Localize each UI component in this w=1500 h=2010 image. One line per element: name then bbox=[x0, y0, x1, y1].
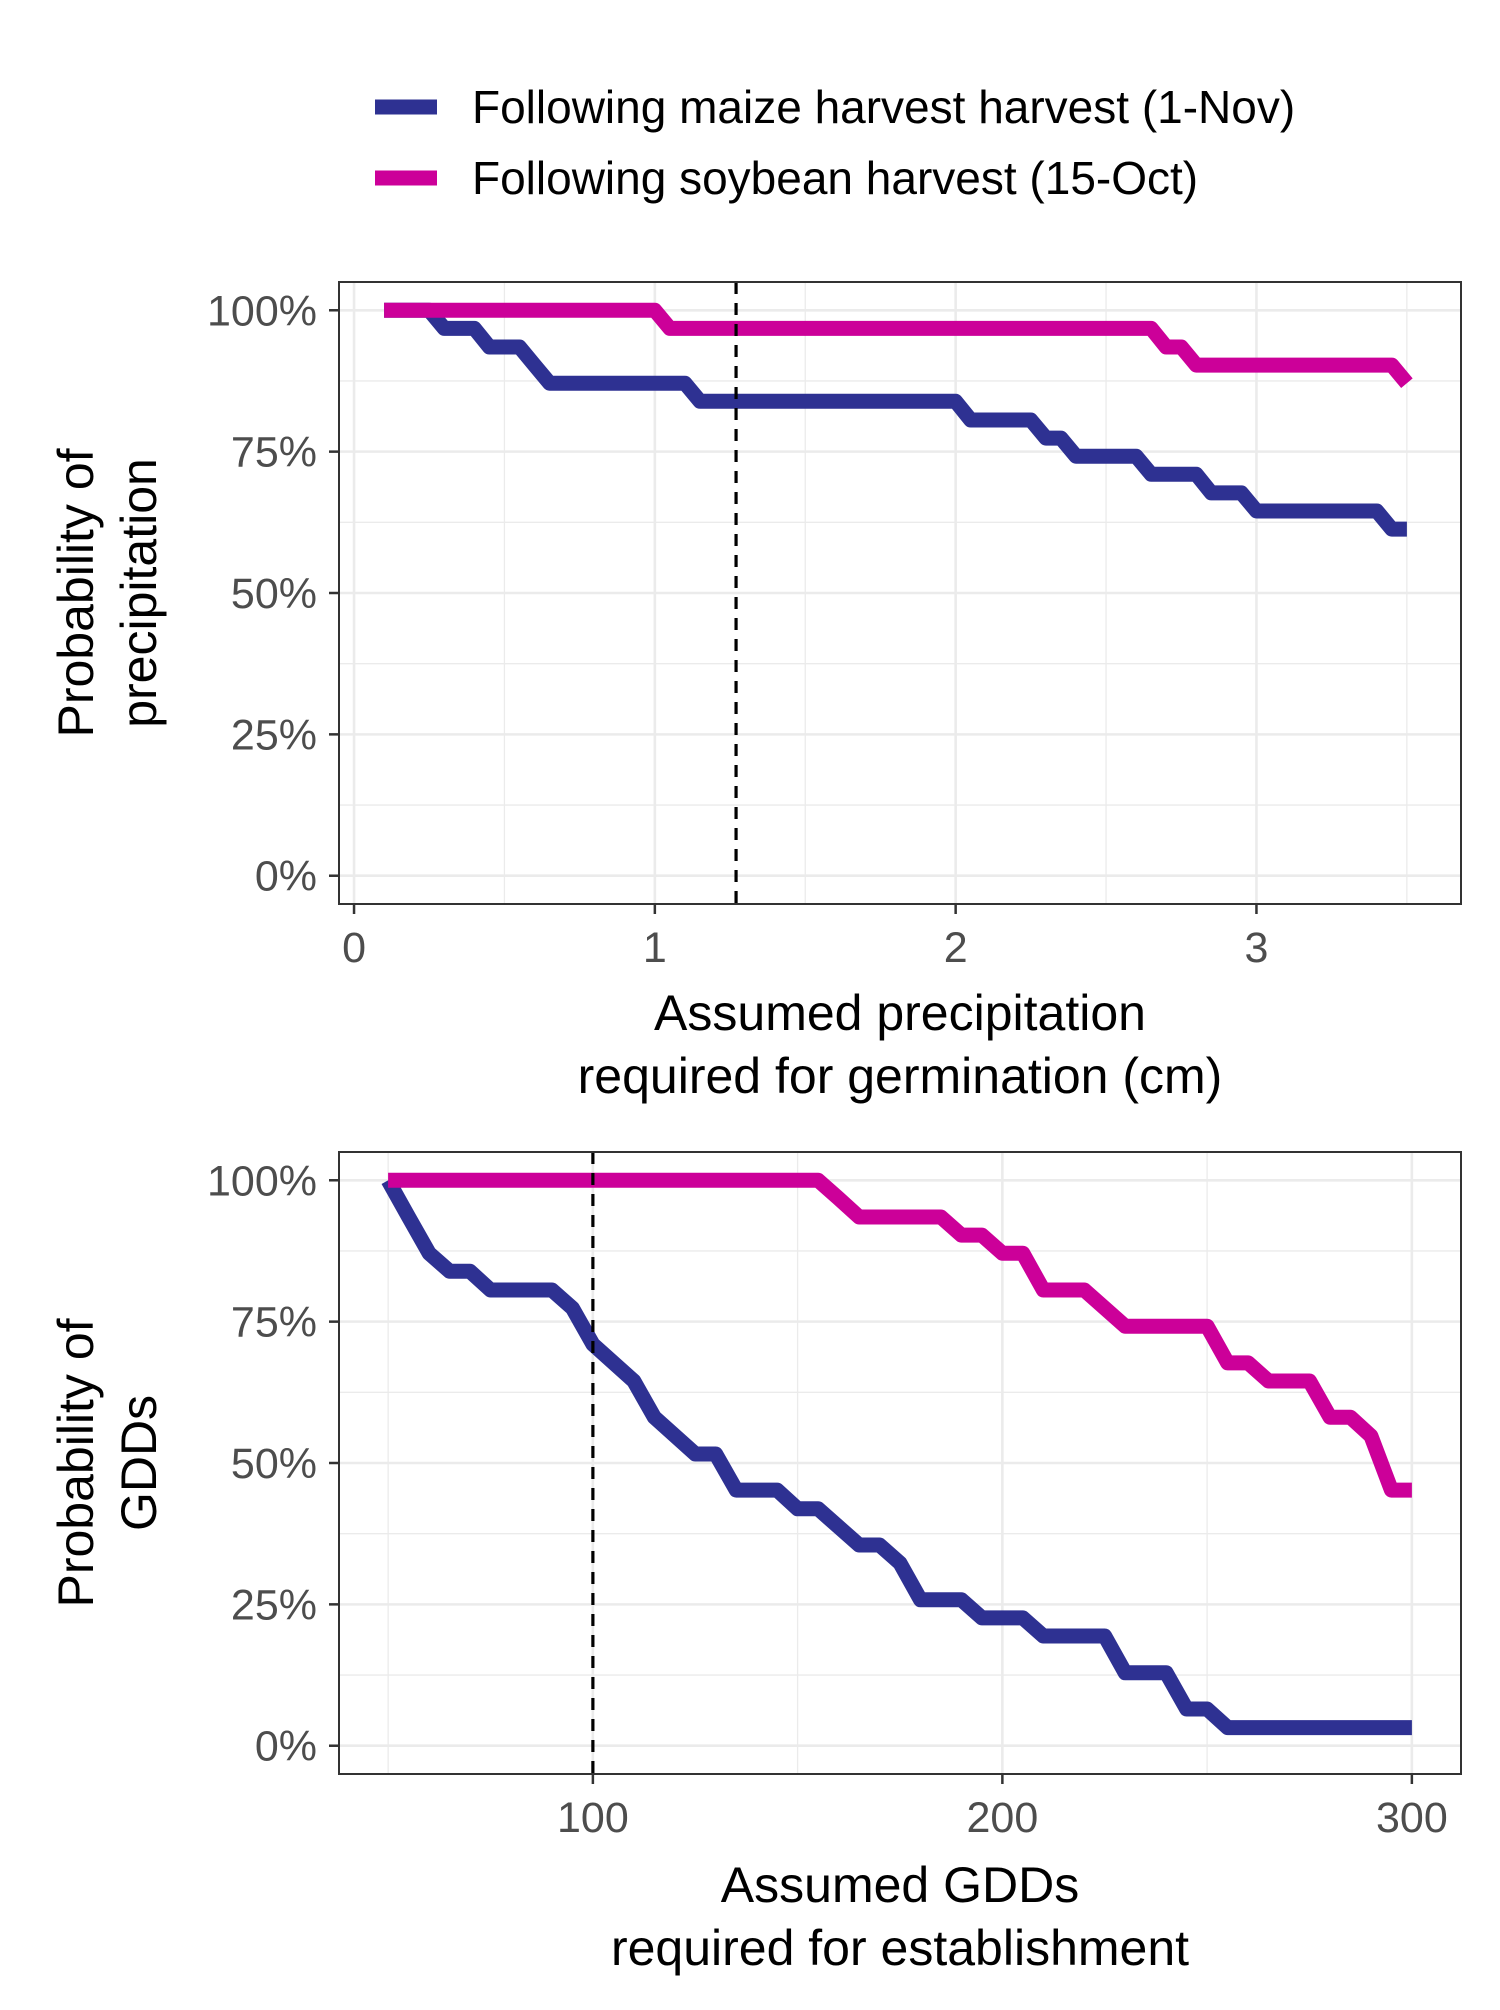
y-tick-label: 0% bbox=[255, 853, 317, 901]
panel-precipitation: 0% 25% 50% 75% 100% 0 1 2 3 Assumed precipitati… bbox=[48, 281, 1462, 1104]
series-line-1 bbox=[388, 1172, 1412, 1498]
y-axis-title-line1: Probability of bbox=[48, 448, 104, 737]
x-axis: 0 1 2 3 bbox=[342, 904, 1268, 972]
grid bbox=[339, 1152, 1461, 1774]
legend-label-maize: Following maize harvest harvest (1-Nov) bbox=[472, 81, 1295, 133]
y-axis-title-line2: GDDs bbox=[111, 1395, 167, 1531]
x-tick-label: 300 bbox=[1376, 1794, 1448, 1842]
legend-label-soybean: Following soybean harvest (15-Oct) bbox=[472, 152, 1198, 204]
x-tick-label: 2 bbox=[944, 924, 968, 972]
y-tick-label: 25% bbox=[231, 711, 317, 759]
x-tick-label: 200 bbox=[966, 1794, 1038, 1842]
x-axis-title-line2: required for germination (cm) bbox=[578, 1048, 1223, 1104]
x-axis-title-line1: Assumed precipitation bbox=[654, 985, 1146, 1041]
y-axis: 0% 25% 50% 75% 100% bbox=[207, 287, 339, 901]
y-tick-label: 75% bbox=[231, 429, 317, 477]
y-tick-label: 50% bbox=[231, 1440, 317, 1488]
x-axis-title-line1: Assumed GDDs bbox=[721, 1857, 1079, 1913]
y-axis: 0% 25% 50% 75% 100% bbox=[207, 1157, 339, 1771]
series-line-0 bbox=[384, 302, 1407, 537]
x-tick-label: 100 bbox=[557, 1794, 629, 1842]
plot-lines bbox=[381, 1152, 1412, 1774]
y-tick-label: 50% bbox=[231, 570, 317, 618]
y-tick-label: 25% bbox=[231, 1581, 317, 1629]
y-tick-label: 100% bbox=[207, 287, 317, 335]
x-tick-label: 3 bbox=[1244, 924, 1268, 972]
plot-lines bbox=[384, 282, 1413, 904]
x-axis: 100 200 300 bbox=[557, 1774, 1448, 1842]
x-tick-label: 0 bbox=[342, 924, 366, 972]
y-axis-title-line1: Probability of bbox=[48, 1318, 104, 1607]
x-tick-label: 1 bbox=[643, 924, 667, 972]
legend: Following maize harvest harvest (1-Nov) … bbox=[375, 81, 1295, 204]
panel-gdds: 0% 25% 50% 75% 100% 100 200 300 Assumed GDDs r… bbox=[48, 1151, 1462, 1976]
series-line-0 bbox=[381, 1176, 1412, 1736]
y-tick-label: 0% bbox=[255, 1723, 317, 1771]
series-line-1 bbox=[384, 302, 1413, 389]
y-axis-title-line2: precipitation bbox=[111, 458, 167, 728]
y-tick-label: 75% bbox=[231, 1299, 317, 1347]
y-tick-label: 100% bbox=[207, 1157, 317, 1205]
grid bbox=[339, 282, 1461, 904]
x-axis-title-line2: required for establishment bbox=[611, 1920, 1189, 1976]
